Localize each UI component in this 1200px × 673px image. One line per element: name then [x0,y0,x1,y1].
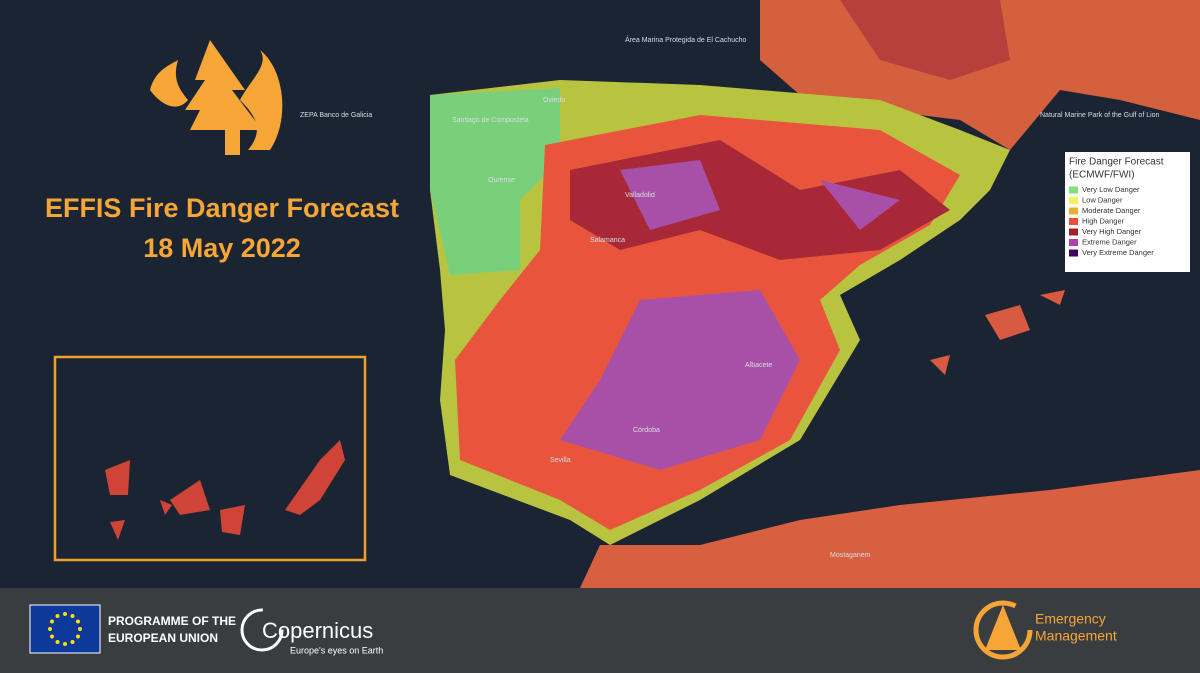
legend-swatch [1069,249,1078,257]
ems-logo [973,600,1033,660]
legend-title: (ECMWF/FWI) [1069,170,1135,181]
eu-star [78,627,82,631]
legend-box [1065,152,1190,272]
legend-label: Extreme Danger [1082,237,1137,246]
eu-star [48,627,52,631]
effis-logo [150,40,283,155]
copernicus-mark [240,608,284,652]
galicia-low [430,88,560,275]
eu-stars [48,612,82,646]
eu-star [55,639,60,644]
canary-islands [105,440,345,540]
extreme-patches [560,160,900,470]
canaries-inset [53,355,367,562]
map-label: Córdoba [633,427,660,434]
legend-label: Very Extreme Danger [1082,248,1154,257]
legend-swatch [1069,207,1078,215]
legend-label: Moderate Danger [1082,206,1141,215]
map-label: Oviedo [543,97,565,104]
eu-star [50,619,55,624]
legend-title: Fire Danger Forecast [1069,157,1164,168]
france-high [840,0,1010,80]
legend: Fire Danger Forecast (ECMWF/FWI) Very Lo… [1065,152,1190,272]
legend-swatch [1069,218,1078,225]
eu-star [75,619,80,624]
map-label: ZEPA Banco de Galicia [300,112,372,119]
legend-swatch [1069,239,1078,246]
map-label: Mostaganem [830,552,871,559]
legend-label: Very High Danger [1082,227,1142,236]
map-label: Valladolid [625,192,655,199]
ems-logo-figure [985,605,1021,650]
eu-star [50,634,55,639]
copernicus-tagline: Europe's eyes on Earth [290,645,383,655]
balearics [930,290,1065,375]
map-label: Natural Marine Park of the Gulf of Lion [1040,112,1160,119]
ems-text: Management [1035,628,1117,644]
map-label: Ourense [488,177,515,184]
eu-text: EUROPEAN UNION [108,631,218,645]
map-label: Área Marina Protegida de El Cachucho [625,35,747,44]
eu-star [75,634,80,639]
date: 18 May 2022 [143,233,301,263]
eu-star [63,612,67,616]
legend-swatch [1069,197,1078,204]
map-label: Santiago de Compostela [452,117,529,124]
africa-land [580,470,1200,588]
eu-star [63,642,67,646]
legend-label: High Danger [1082,216,1125,225]
map-label: Salamanca [590,237,625,244]
legend-swatch [1069,228,1078,236]
title: EFFIS Fire Danger Forecast [45,193,399,223]
ems-text: Emergency [1035,611,1106,627]
copernicus-name: Copernicus [262,618,373,643]
eu-star [70,614,75,619]
eu-star [55,614,60,619]
legend-label: Low Danger [1082,195,1123,204]
map-label: Albacete [745,362,772,369]
legend-swatch [1069,186,1078,194]
eu-star [70,639,75,644]
map-label: Sevilla [550,457,571,464]
legend-label: Very Low Danger [1082,185,1140,194]
eu-text: PROGRAMME OF THE [108,614,236,628]
